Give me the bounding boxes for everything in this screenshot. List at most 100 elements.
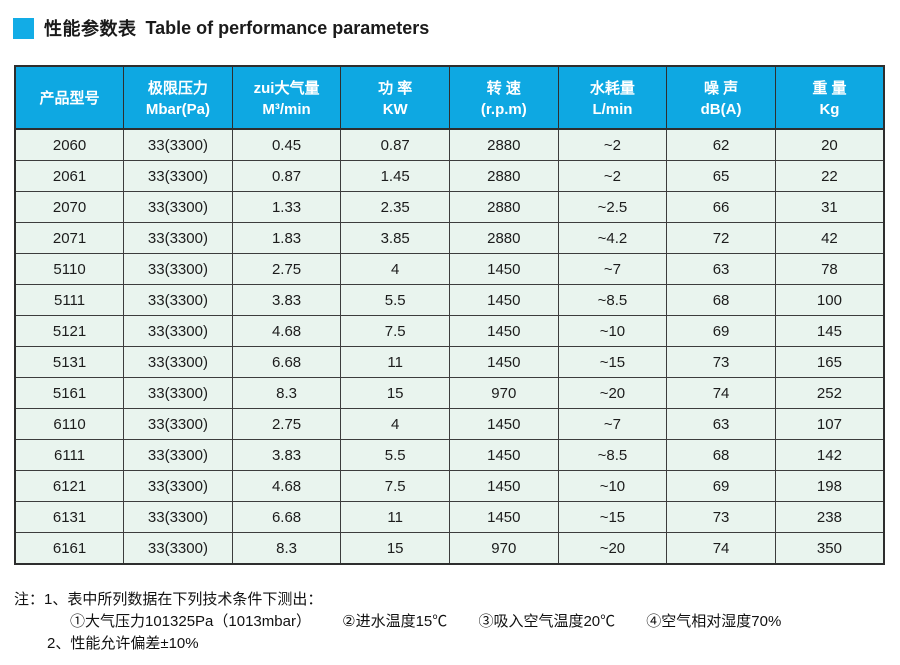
column-header-unit: (r.p.m) bbox=[480, 101, 527, 118]
table-cell: 145 bbox=[774, 315, 885, 347]
table-cell: ~4.2 bbox=[557, 222, 668, 254]
table-cell: 33(3300) bbox=[123, 439, 233, 471]
table-cell: 0.87 bbox=[340, 128, 450, 161]
table-cell: 33(3300) bbox=[123, 191, 233, 223]
table-cell: 350 bbox=[774, 532, 885, 565]
title-bullet-icon bbox=[13, 17, 34, 39]
table-cell: 6.68 bbox=[231, 346, 342, 378]
table-cell: 1450 bbox=[449, 501, 559, 533]
table-cell: 69 bbox=[666, 315, 776, 347]
table-cell: 1.83 bbox=[231, 222, 342, 254]
table-cell: ~2 bbox=[557, 128, 668, 161]
table-cell: 2880 bbox=[449, 128, 559, 161]
note-condition-water-temp: ②进水温度15℃ bbox=[342, 613, 448, 630]
column-header: 噪 声 dB(A) bbox=[666, 65, 776, 130]
table-cell: 0.45 bbox=[231, 128, 342, 161]
table-cell: 4.68 bbox=[231, 470, 342, 502]
notes: 注：1、表中所列数据在下列技术条件下测出： ①大气压力101325Pa（1013… bbox=[14, 589, 781, 655]
table-cell: 33(3300) bbox=[123, 222, 233, 254]
column-header-zh: 极限压力 bbox=[147, 80, 208, 97]
table-row: 6161 33(3300) 8.3 15 970 ~20 74 350 bbox=[14, 532, 885, 565]
section-title: 性能参数表 Table of performance parameters bbox=[13, 15, 429, 41]
table-cell: 2070 bbox=[14, 191, 125, 223]
table-cell: 66 bbox=[666, 191, 776, 223]
table-row: 2060 33(3300) 0.45 0.87 2880 ~2 62 20 bbox=[14, 128, 885, 161]
column-header-zh: 功 率 bbox=[378, 80, 413, 97]
table-cell: 2880 bbox=[449, 191, 559, 223]
table-cell: 5161 bbox=[14, 377, 125, 409]
table-cell: 107 bbox=[774, 408, 885, 440]
table-cell: ~2.5 bbox=[557, 191, 668, 223]
table-cell: 6131 bbox=[14, 501, 125, 533]
table-cell: 74 bbox=[666, 532, 776, 565]
table-cell: 142 bbox=[774, 439, 885, 471]
table-row: 5110 33(3300) 2.75 4 1450 ~7 63 78 bbox=[14, 253, 885, 285]
table-row: 6110 33(3300) 2.75 4 1450 ~7 63 107 bbox=[14, 408, 885, 440]
table-cell: 1.45 bbox=[340, 160, 450, 192]
column-header-unit: KW bbox=[382, 101, 408, 118]
table-cell: 3.85 bbox=[340, 222, 450, 254]
table-cell: 15 bbox=[340, 377, 450, 409]
table-cell: 68 bbox=[666, 439, 776, 471]
table-cell: 970 bbox=[449, 377, 559, 409]
table-cell: 33(3300) bbox=[123, 501, 233, 533]
table-cell: ~7 bbox=[557, 408, 668, 440]
table-cell: 3.83 bbox=[231, 284, 342, 316]
table-cell: ~20 bbox=[557, 377, 668, 409]
table-cell: 33(3300) bbox=[123, 470, 233, 502]
table-cell: 5110 bbox=[14, 253, 125, 285]
table-cell: 238 bbox=[774, 501, 885, 533]
section-title-zh: 性能参数表 bbox=[44, 19, 137, 39]
column-header-unit: dB(A) bbox=[700, 101, 742, 118]
note-line-1: 注：1、表中所列数据在下列技术条件下测出： bbox=[14, 591, 323, 608]
column-header-zh: 重 量 bbox=[812, 80, 847, 97]
table-cell: 20 bbox=[774, 128, 885, 161]
note-condition-pressure: ①大气压力101325Pa（1013mbar） bbox=[70, 613, 311, 630]
table-cell: ~10 bbox=[557, 315, 668, 347]
table-cell: ~7 bbox=[557, 253, 668, 285]
table-cell: ~15 bbox=[557, 346, 668, 378]
table-cell: 63 bbox=[666, 253, 776, 285]
table-cell: 2880 bbox=[449, 160, 559, 192]
column-header-zh: 转 速 bbox=[486, 80, 521, 97]
column-header-zh: zui大气量 bbox=[253, 80, 320, 97]
table-cell: 2880 bbox=[449, 222, 559, 254]
table-cell: 1.33 bbox=[231, 191, 342, 223]
table-cell: 5.5 bbox=[340, 439, 450, 471]
table-cell: 31 bbox=[774, 191, 885, 223]
table-cell: ~15 bbox=[557, 501, 668, 533]
table-cell: 7.5 bbox=[340, 315, 450, 347]
table-cell: 6110 bbox=[14, 408, 125, 440]
column-header-unit: Kg bbox=[819, 101, 840, 118]
table-cell: 73 bbox=[666, 501, 776, 533]
table-cell: 2.75 bbox=[231, 408, 342, 440]
table-cell: 69 bbox=[666, 470, 776, 502]
table-row: 6131 33(3300) 6.68 11 1450 ~15 73 238 bbox=[14, 501, 885, 533]
table-cell: 33(3300) bbox=[123, 532, 233, 565]
table-cell: 2.75 bbox=[231, 253, 342, 285]
column-header: 功 率 KW bbox=[340, 65, 450, 130]
table-cell: 15 bbox=[340, 532, 450, 565]
table-cell: 4 bbox=[340, 408, 450, 440]
table-cell: 8.3 bbox=[231, 377, 342, 409]
table-cell: 2060 bbox=[14, 128, 125, 161]
column-header-unit: Mbar(Pa) bbox=[145, 101, 211, 118]
table-cell: 68 bbox=[666, 284, 776, 316]
column-header: 水耗量 L/min bbox=[557, 65, 668, 130]
table-cell: ~10 bbox=[557, 470, 668, 502]
note-line-2: ①大气压力101325Pa（1013mbar） ②进水温度15℃ ③吸入空气温度… bbox=[14, 611, 781, 633]
table-cell: 33(3300) bbox=[123, 315, 233, 347]
table-cell: ~8.5 bbox=[557, 284, 668, 316]
table-cell: 5111 bbox=[14, 284, 125, 316]
note-line-3: 2、性能允许偏差±10% bbox=[47, 635, 199, 652]
table-cell: 42 bbox=[774, 222, 885, 254]
column-header-unit: M³/min bbox=[262, 101, 311, 118]
table-cell: 1450 bbox=[449, 253, 559, 285]
table-cell: 33(3300) bbox=[123, 408, 233, 440]
column-header: 产品型号 bbox=[14, 65, 125, 130]
table-cell: 65 bbox=[666, 160, 776, 192]
table-cell: 11 bbox=[340, 501, 450, 533]
table-cell: 8.3 bbox=[231, 532, 342, 565]
table-cell: 4 bbox=[340, 253, 450, 285]
